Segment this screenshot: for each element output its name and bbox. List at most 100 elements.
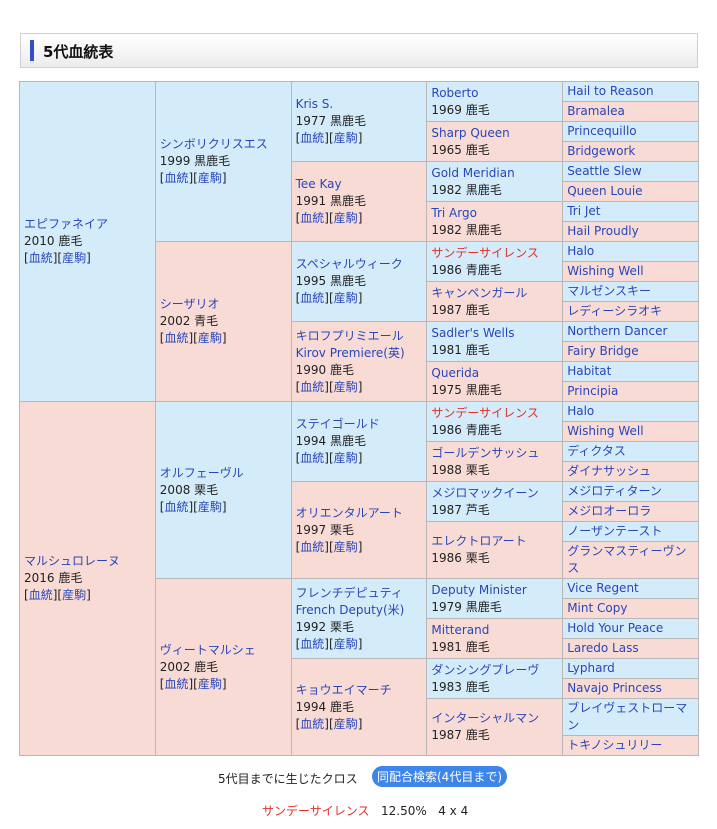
horse-link[interactable]: フレンチデピュティ	[295, 585, 403, 600]
horse-link[interactable]: Queen Louie	[567, 184, 643, 198]
cross-horse-link[interactable]: サンデーサイレンス	[262, 804, 370, 818]
horse-link[interactable]: Princequillo	[567, 124, 637, 138]
offspring-link[interactable]: 産駒	[333, 451, 358, 465]
horse-link[interactable]: Principia	[567, 384, 619, 398]
offspring-link[interactable]: 産駒	[197, 171, 222, 185]
horse-link[interactable]: Hail to Reason	[567, 84, 654, 98]
horse-link[interactable]: メジロティターン	[567, 484, 662, 498]
pedigree-link[interactable]: 血統	[164, 676, 189, 691]
horse-link[interactable]: レディーシラオキ	[567, 304, 663, 318]
offspring-link[interactable]: 産駒	[62, 251, 87, 265]
horse-link[interactable]: Lyphard	[567, 661, 615, 675]
horse-link[interactable]: ダイナサッシュ	[567, 464, 651, 478]
pedigree-row: グランマスティーヴンス	[20, 541, 699, 579]
horse-link[interactable]: インターシャルマン	[431, 711, 540, 725]
horse-link[interactable]: Navajo Princess	[567, 681, 662, 695]
pedigree-link[interactable]: 血統	[300, 636, 325, 651]
same-mating-search-button[interactable]: 同配合検索(4代目まで)	[372, 766, 507, 787]
pedigree-link[interactable]: 血統	[300, 291, 325, 305]
pedigree-link[interactable]: 血統	[300, 539, 325, 554]
horse-link[interactable]: Hold Your Peace	[567, 621, 664, 635]
horse-link[interactable]: Halo	[567, 404, 595, 418]
offspring-link[interactable]: 産駒	[197, 331, 222, 345]
pedigree-link[interactable]: 血統	[300, 131, 325, 145]
horse-link[interactable]: エレクトロアート	[431, 534, 527, 548]
horse-link[interactable]: Tri Jet	[567, 204, 601, 218]
horse-link[interactable]: Vice Regent	[567, 581, 639, 595]
horse-link[interactable]: Seattle Slew	[567, 164, 642, 178]
horse-link[interactable]: Querida	[431, 365, 480, 380]
pedigree-link[interactable]: 血統	[164, 499, 189, 514]
horse-link[interactable]: Northern Dancer	[567, 324, 668, 338]
pedigree-link[interactable]: 血統	[28, 251, 53, 265]
horse-link[interactable]: Wishing Well	[567, 264, 644, 278]
coat-color: 栗毛	[329, 522, 354, 537]
horse-link[interactable]: ダンシングブレーヴ	[431, 662, 540, 677]
coat-color: 黒鹿毛	[329, 114, 366, 128]
horse-link[interactable]: Habitat	[567, 364, 612, 378]
horse-link[interactable]: シーザリオ	[159, 297, 220, 311]
offspring-link[interactable]: 産駒	[333, 291, 358, 305]
offspring-link[interactable]: 産駒	[62, 588, 87, 602]
horse-link[interactable]: Hail Proudly	[567, 224, 639, 238]
horse-link[interactable]: サンデーサイレンス	[431, 405, 539, 420]
offspring-link[interactable]: 産駒	[333, 379, 358, 394]
pedigree-link[interactable]: 血統	[300, 379, 325, 394]
pedigree-link[interactable]: 血統	[300, 451, 325, 465]
horse-link[interactable]: シンボリクリスエス	[159, 137, 268, 151]
horse-link[interactable]: Kris S.	[295, 97, 334, 111]
horse-english-name-link[interactable]: French Deputy(米)	[295, 602, 405, 617]
offspring-link[interactable]: 産駒	[197, 676, 222, 691]
horse-link[interactable]: キャンペンガール	[431, 285, 528, 300]
offspring-link[interactable]: 産駒	[333, 211, 358, 225]
coat-color: 鹿毛	[465, 639, 490, 654]
pedigree-link[interactable]: 血統	[164, 331, 189, 345]
offspring-link[interactable]: 産駒	[333, 539, 358, 554]
horse-link[interactable]: キョウエイマーチ	[295, 682, 392, 697]
horse-link[interactable]: Bridgework	[567, 144, 636, 158]
horse-link[interactable]: グランマスティーヴンス	[567, 544, 687, 575]
horse-link[interactable]: オリエンタルアート	[295, 505, 403, 520]
horse-link[interactable]: サンデーサイレンス	[431, 245, 539, 260]
offspring-link[interactable]: 産駒	[333, 636, 358, 651]
offspring-link[interactable]: 産駒	[197, 499, 222, 514]
horse-link[interactable]: メジロオーロラ	[567, 504, 652, 518]
horse-link[interactable]: ディクタス	[567, 444, 626, 458]
horse-link[interactable]: Deputy Minister	[431, 582, 527, 597]
horse-link[interactable]: キロフプリミエール	[295, 328, 404, 343]
horse-link[interactable]: Fairy Bridge	[567, 344, 639, 358]
pedigree-link[interactable]: 血統	[300, 211, 325, 225]
horse-link[interactable]: Mitterand	[431, 622, 490, 637]
horse-link[interactable]: Roberto	[431, 85, 479, 100]
pedigree-row: Tee Kay 1991 黒鹿毛 [血統][産駒] Gold Meridian 1982…	[20, 161, 699, 242]
horse-english-name-link[interactable]: Kirov Premiere(英)	[295, 345, 405, 360]
horse-link[interactable]: Gold Meridian	[431, 165, 515, 180]
horse-link[interactable]: エピファネイア	[24, 217, 109, 231]
horse-link[interactable]: ゴールデンサッシュ	[431, 445, 540, 460]
horse-link[interactable]: Tri Argo	[431, 205, 477, 220]
pedigree-link[interactable]: 血統	[164, 171, 189, 185]
horse-link[interactable]: Bramalea	[567, 104, 625, 118]
horse-link[interactable]: ノーザンテースト	[567, 524, 663, 538]
horse-link[interactable]: オルフェーヴル	[159, 465, 244, 480]
horse-link[interactable]: Mint Copy	[567, 601, 628, 615]
horse-link[interactable]: Sharp Queen	[431, 125, 510, 140]
horse-link[interactable]: ヴィートマルシェ	[159, 642, 256, 657]
horse-link[interactable]: マルゼンスキー	[567, 284, 651, 298]
pedigree-link[interactable]: 血統	[300, 716, 325, 731]
horse-link[interactable]: Sadler's Wells	[431, 325, 515, 340]
horse-link[interactable]: Halo	[567, 244, 595, 258]
horse-link[interactable]: メジロマックイーン	[431, 485, 539, 500]
horse-link[interactable]: トキノシュリリー	[567, 738, 663, 752]
horse-link[interactable]: ステイゴールド	[295, 417, 380, 431]
offspring-link[interactable]: 産駒	[333, 131, 358, 145]
pedigree-link[interactable]: 血統	[28, 588, 53, 602]
horse-link[interactable]: Tee Kay	[295, 177, 342, 191]
pedigree-cell-gen5: ディクタス	[562, 441, 699, 462]
offspring-link[interactable]: 産駒	[333, 716, 358, 731]
horse-link[interactable]: Laredo Lass	[567, 641, 639, 655]
horse-link[interactable]: スペシャルウィーク	[295, 257, 403, 271]
horse-link[interactable]: Wishing Well	[567, 424, 644, 438]
horse-link[interactable]: ブレイヴェストローマン	[567, 701, 688, 732]
horse-link[interactable]: マルシュロレーヌ	[24, 554, 121, 568]
